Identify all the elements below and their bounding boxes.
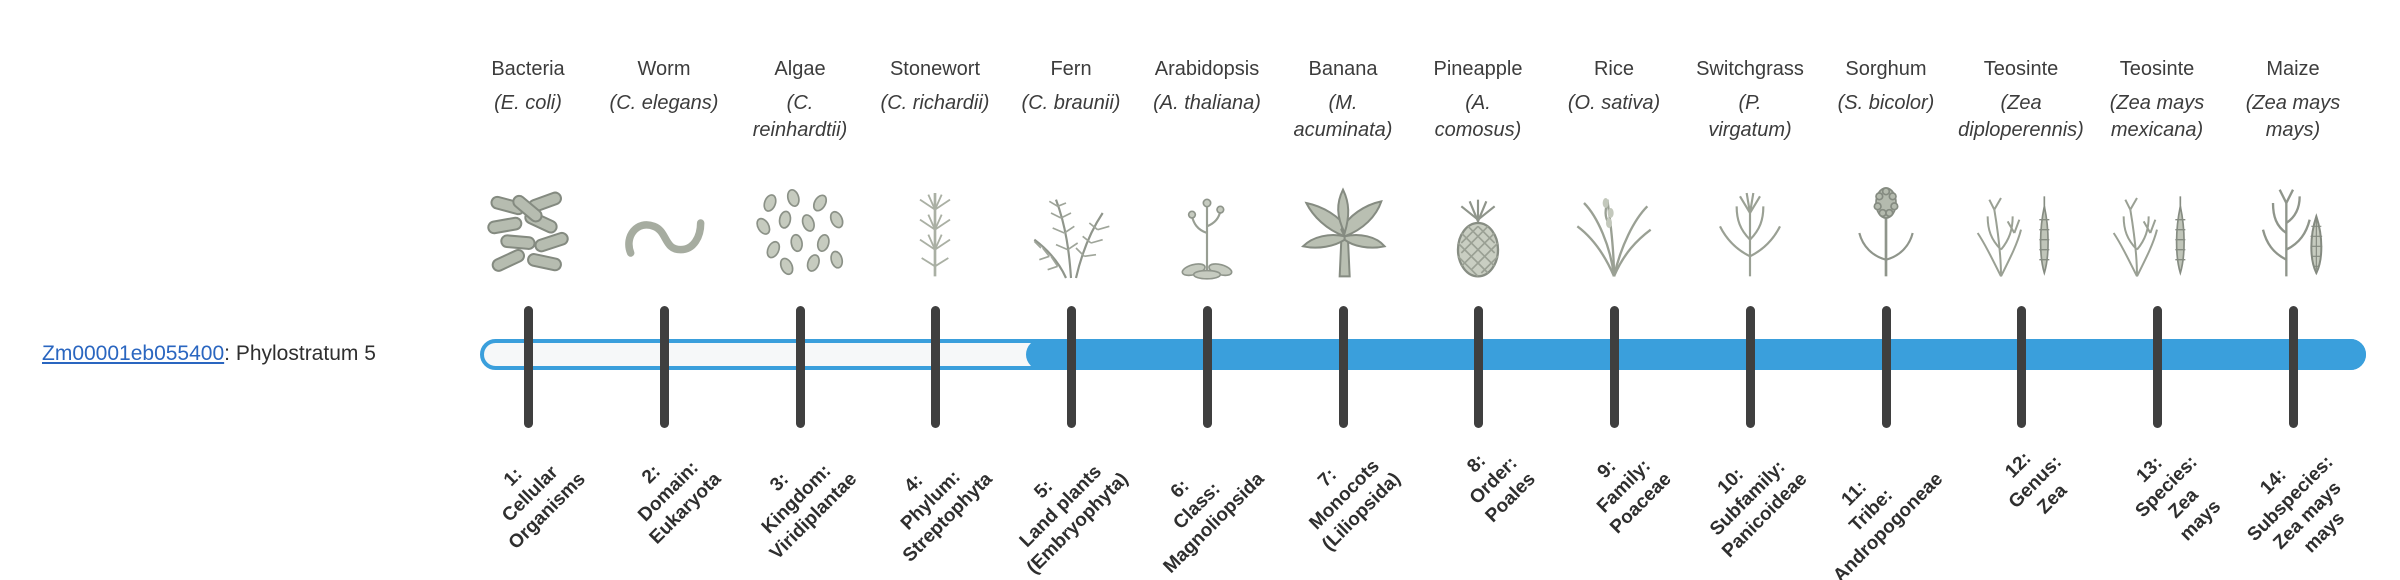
organism-column-header: Bacteria (E. coli): [448, 56, 608, 117]
stratum-tick: [1745, 306, 1755, 428]
organism-name: Teosinte: [1983, 58, 2059, 80]
organism-scientific-name: (Zea mays: [2245, 92, 2341, 115]
bar-filled-segment: [1026, 339, 2366, 370]
organism-scientific-name: (A. thaliana): [1153, 92, 1261, 115]
stratum-tick: [1338, 306, 1348, 428]
organism-name: Worm: [637, 58, 691, 80]
organism-scientific-name: (O. sativa): [1567, 92, 1661, 115]
algae-icon: [744, 174, 856, 286]
organism-name: Rice: [1593, 58, 1634, 80]
stratum-label: 3: Kingdom: Viridiplantae: [732, 434, 863, 565]
organism-scientific-name: (C. braunii): [1021, 92, 1121, 115]
organism-scientific-name: (P.: [1738, 92, 1762, 115]
organism-column-header: Maize (Zea mays mays): [2213, 56, 2373, 143]
organism-scientific-name: virgatum): [1708, 118, 1792, 141]
organism-name: Pineapple: [1433, 58, 1523, 80]
organism-column-header: Arabidopsis (A. thaliana): [1127, 56, 1287, 117]
organism-scientific-name: diploperennis): [1958, 118, 2084, 141]
organism-name: Maize: [2266, 58, 2320, 80]
organism-column-header: Algae (C. reinhardtii): [720, 56, 880, 143]
organism-name: Switchgrass: [1696, 58, 1804, 80]
organism-scientific-name: acuminata): [1293, 118, 1393, 141]
stratum-tick: [1066, 306, 1076, 428]
sorghum-icon: [1830, 174, 1942, 286]
stratum-tick: [659, 306, 669, 428]
gene-label: Zm00001eb055400: Phylostratum 5: [42, 342, 376, 366]
organism-scientific-name: (C.: [786, 92, 814, 115]
maize-icon: [2237, 174, 2349, 286]
fern-icon: [1015, 174, 1127, 286]
organism-column-header: Stonewort (C. richardii): [855, 56, 1015, 117]
banana-icon: [1287, 174, 1399, 286]
organism-column-header: Teosinte (Zea diploperennis): [1941, 56, 2101, 143]
organism-name: Banana: [1308, 58, 1378, 80]
bacteria-icon: [472, 174, 584, 286]
gene-phylostratum-text: : Phylostratum 5: [224, 342, 376, 365]
organism-column-header: Switchgrass (P. virgatum): [1670, 56, 1830, 143]
stratum-label: 14: Subspecies: Zea mays mays: [2226, 434, 2373, 580]
stratum-label: 12: Genus: Zea: [1987, 434, 2084, 531]
organism-column-header: Fern (C. braunii): [991, 56, 1151, 117]
stratum-tick: [2288, 306, 2298, 428]
stratum-label: 2: Domain: Eukaryota: [611, 434, 727, 550]
rice-icon: [1558, 174, 1670, 286]
organism-scientific-name: (S. bicolor): [1837, 92, 1935, 115]
stratum-tick: [930, 306, 940, 428]
organism-name: Algae: [774, 58, 826, 80]
teosinte-icon: [1965, 174, 2077, 286]
organism-scientific-name: (Zea: [2000, 92, 2042, 115]
stratum-tick: [795, 306, 805, 428]
organism-scientific-name: (C. richardii): [880, 92, 990, 115]
organism-column-header: Worm (C. elegans): [584, 56, 744, 117]
organism-scientific-name: (M.: [1328, 92, 1358, 115]
stratum-label: 8: Order: Poales: [1447, 434, 1541, 528]
organism-name: Sorghum: [1845, 58, 1927, 80]
organism-column-header: Banana (M. acuminata): [1263, 56, 1423, 143]
organism-column-header: Teosinte (Zea mays mexicana): [2077, 56, 2237, 143]
organism-name: Arabidopsis: [1154, 58, 1260, 80]
stratum-tick: [1609, 306, 1619, 428]
teosinte-icon: [2101, 174, 2213, 286]
organism-name: Bacteria: [491, 58, 565, 80]
stratum-label: 13: Species: Zea mays: [2114, 434, 2237, 557]
organism-scientific-name: reinhardtii): [752, 118, 848, 141]
stratum-tick: [2152, 306, 2162, 428]
organism-scientific-name: (A.: [1465, 92, 1491, 115]
stratum-tick: [1881, 306, 1891, 428]
organism-scientific-name: mexicana): [2110, 118, 2204, 141]
gene-id-link[interactable]: Zm00001eb055400: [42, 342, 225, 365]
stratum-label: 11: Tribe: Andropogoneae: [1795, 434, 1949, 580]
stratum-tick: [523, 306, 533, 428]
organism-column-header: Sorghum (S. bicolor): [1806, 56, 1966, 117]
organism-scientific-name: mays): [2265, 118, 2321, 141]
organism-name: Teosinte: [2119, 58, 2195, 80]
phylostrata-bar: [480, 339, 2366, 370]
stratum-label: 4: Phylum: Streptophyta: [864, 434, 998, 568]
worm-icon: [608, 174, 720, 286]
stratum-label: 9: Family: Poaceae: [1571, 434, 1676, 539]
arabidopsis-icon: [1151, 174, 1263, 286]
stonewort-icon: [879, 174, 991, 286]
organism-scientific-name: comosus): [1434, 118, 1522, 141]
organism-column-header: Pineapple (A. comosus): [1398, 56, 1558, 143]
stratum-label: 5: Land plants (Embryophyta): [988, 434, 1134, 580]
stratum-label: 10: Subfamily: Panicoideae: [1684, 434, 1813, 563]
stratum-tick: [2016, 306, 2026, 428]
switchgrass-icon: [1694, 174, 1806, 286]
organism-scientific-name: (C. elegans): [609, 92, 719, 115]
stratum-tick: [1202, 306, 1212, 428]
stratum-label: 7: Monocots (Liliopsida): [1283, 434, 1405, 556]
organism-scientific-name: (Zea mays: [2109, 92, 2205, 115]
stratum-label: 6: Class: Magnoliopsida: [1125, 434, 1270, 579]
stratum-tick: [1473, 306, 1483, 428]
stratum-label: 1: Cellular Organisms: [470, 434, 591, 555]
organism-name: Fern: [1050, 58, 1092, 80]
organism-scientific-name: (E. coli): [494, 92, 562, 115]
pineapple-icon: [1422, 174, 1534, 286]
organism-column-header: Rice (O. sativa): [1534, 56, 1694, 117]
organism-name: Stonewort: [889, 58, 981, 80]
